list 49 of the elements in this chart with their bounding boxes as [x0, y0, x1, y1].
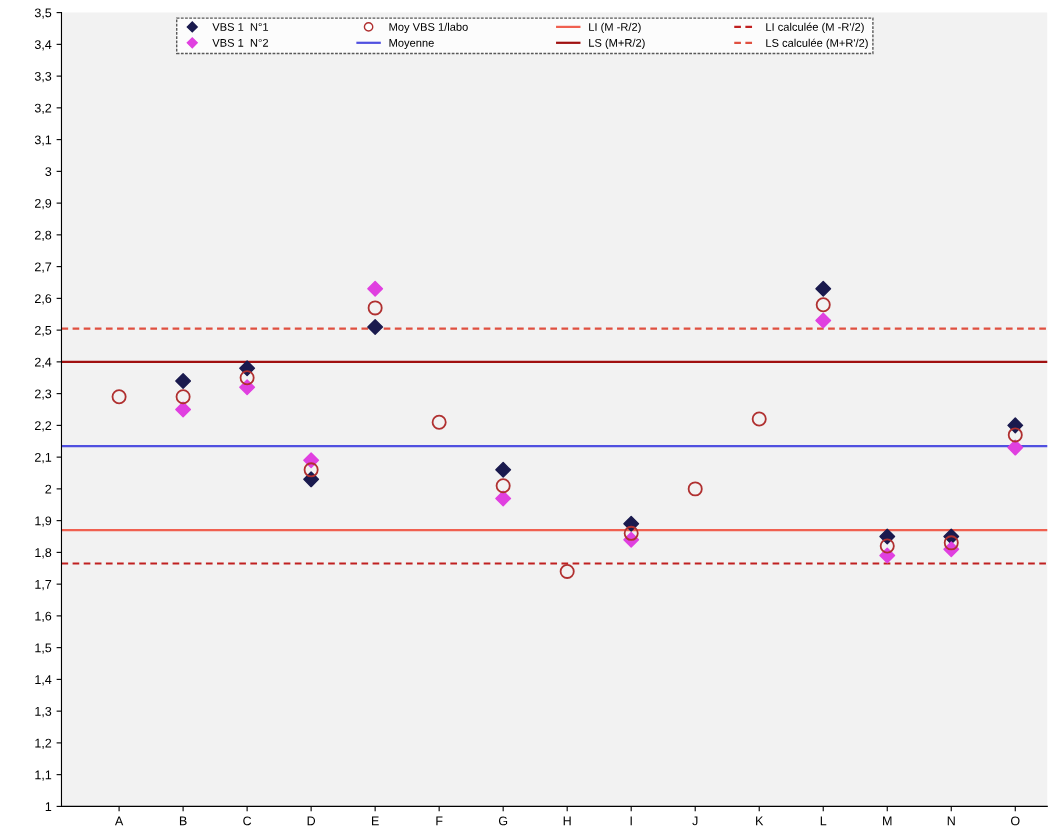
legend-label: LS (M+R/2): [589, 38, 645, 49]
x-tick-label: O: [1011, 816, 1020, 826]
y-tick-label: 3,3: [34, 71, 52, 83]
x-tick-label: L: [820, 816, 827, 826]
legend-label: Moy VBS 1/labo: [389, 22, 468, 34]
x-tick-label: G: [498, 816, 508, 826]
x-tick-label: K: [756, 816, 764, 826]
legend-label: LI (M -R/2): [589, 22, 641, 34]
y-tick-label: 1,1: [35, 770, 52, 781]
y-tick-label: 2,1: [35, 452, 52, 464]
y-tick-label: 3,2: [34, 103, 52, 114]
x-tick-label: B: [179, 816, 187, 826]
legend-label: LS calculée (M+R'/2): [766, 38, 868, 50]
y-tick-label: 1,5: [35, 643, 52, 654]
x-tick-label: M: [883, 816, 892, 826]
x-tick-label: I: [630, 816, 632, 826]
y-tick-label: 1,4: [35, 675, 52, 686]
x-tick-label: E: [372, 816, 379, 826]
y-tick-label: 2,8: [35, 230, 52, 241]
y-tick-label: 1,3: [35, 706, 52, 718]
y-tick-label: 1: [45, 802, 52, 811]
legend-label: Moyenne: [389, 39, 434, 49]
y-tick-label: 3,4: [34, 40, 52, 51]
y-tick-label: 2,4: [35, 357, 52, 368]
y-tick-label: 2: [45, 484, 52, 494]
y-tick-label: 2,3: [35, 389, 52, 400]
x-tick-label: N: [947, 816, 955, 826]
x-tick-label: C: [243, 816, 252, 826]
x-tick-label: F: [436, 816, 443, 826]
legend-label: VBS 1 N°2: [212, 38, 269, 47]
y-tick-label: 1,2: [35, 738, 52, 750]
legend-label: VBS 1 N°1: [212, 23, 269, 31]
y-tick-label: 2,6: [35, 294, 52, 305]
y-tick-label: 3,5: [34, 8, 52, 19]
y-tick-label: 3,1: [34, 135, 52, 146]
legend-label: LI calculée (M -R'/2): [766, 22, 864, 34]
y-tick-label: 3: [45, 167, 52, 177]
x-tick-label: A: [114, 816, 124, 826]
y-tick-label: 1,9: [35, 516, 52, 527]
x-tick-label: J: [692, 816, 698, 826]
x-tick-label: H: [563, 816, 571, 826]
y-tick-label: 2,9: [35, 198, 52, 210]
y-tick-label: 2,2: [35, 421, 52, 432]
x-tick-label: D: [307, 816, 316, 826]
y-tick-label: 1,8: [35, 548, 52, 559]
y-tick-label: 2,7: [35, 262, 52, 273]
y-tick-label: 1,7: [35, 580, 52, 591]
y-tick-label: 2,5: [35, 325, 52, 337]
y-tick-label: 1,6: [35, 611, 52, 623]
